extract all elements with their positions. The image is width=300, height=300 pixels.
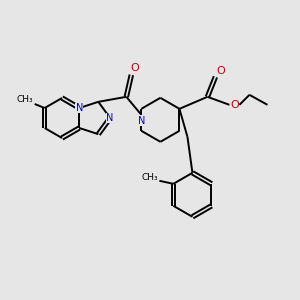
- Text: N: N: [76, 103, 83, 113]
- Text: O: O: [216, 66, 225, 76]
- Text: O: O: [230, 100, 239, 110]
- Text: CH₃: CH₃: [16, 95, 33, 104]
- Text: N: N: [138, 116, 145, 126]
- Text: CH₃: CH₃: [141, 173, 158, 182]
- Text: O: O: [130, 63, 139, 73]
- Text: N: N: [106, 113, 114, 123]
